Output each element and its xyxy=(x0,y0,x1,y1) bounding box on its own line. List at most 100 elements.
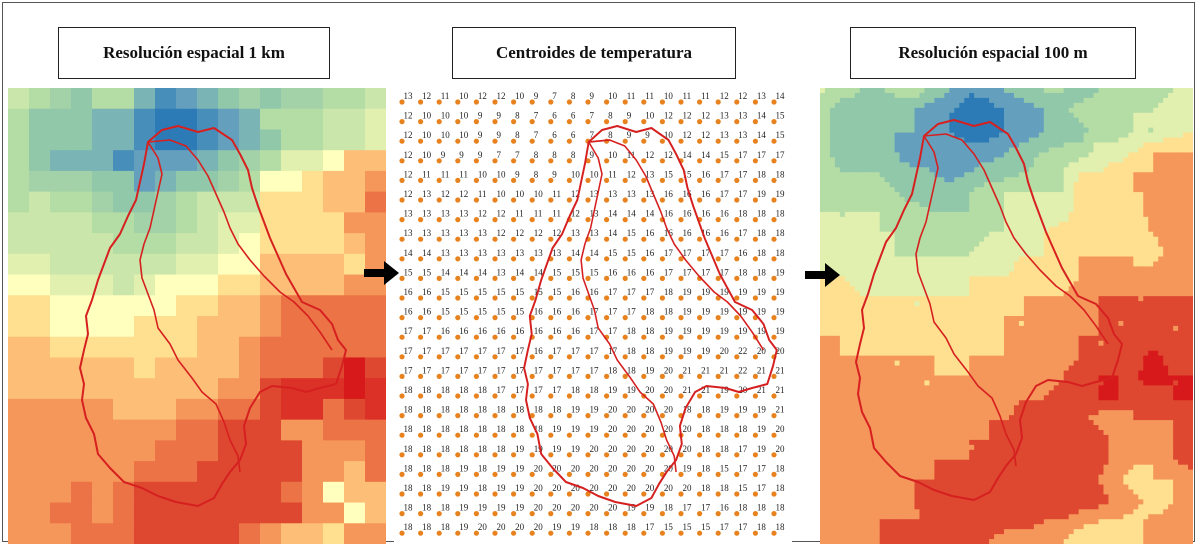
raster-band-cell xyxy=(949,157,955,163)
centroid-point xyxy=(455,511,461,517)
raster-band-cell xyxy=(929,197,935,203)
raster-band-cell xyxy=(1043,281,1050,287)
centroid-temperature-label: 11 xyxy=(534,209,543,219)
raster-band-cell xyxy=(1103,221,1110,228)
raster-cell xyxy=(71,357,93,379)
raster-band-cell xyxy=(934,92,940,99)
raster-band-cell xyxy=(829,206,836,213)
centroid-temperature-label: 18 xyxy=(404,463,414,473)
raster-band-cell xyxy=(969,291,975,297)
centroid-point xyxy=(492,158,498,164)
centroid-point xyxy=(659,530,665,536)
raster-band-cell xyxy=(1018,147,1025,154)
raster-band-cell xyxy=(1133,137,1139,144)
raster-band-cell xyxy=(1043,137,1050,144)
raster-cell xyxy=(8,191,30,213)
raster-band-cell xyxy=(994,286,1000,292)
raster-cell xyxy=(344,419,366,441)
raster-band-cell xyxy=(1188,256,1193,263)
raster-band-cell xyxy=(934,231,940,238)
raster-band-cell xyxy=(894,296,901,302)
raster-band-cell xyxy=(859,246,866,253)
raster-band-cell xyxy=(1133,142,1139,149)
raster-band-cell xyxy=(914,197,921,203)
raster-band-cell xyxy=(879,241,886,248)
centroid-point xyxy=(659,354,665,360)
raster-band-cell xyxy=(1178,281,1184,287)
raster-cell xyxy=(218,440,240,462)
raster-band-cell xyxy=(1093,281,1100,287)
centroid-temperature-label: 12 xyxy=(404,189,413,199)
raster-band-cell xyxy=(914,142,921,149)
raster-band-cell xyxy=(964,112,970,119)
centroid-point xyxy=(492,119,498,125)
centroid-point xyxy=(511,256,517,262)
raster-band-cell xyxy=(824,107,831,114)
raster-band-cell xyxy=(979,296,985,302)
raster-band-cell xyxy=(954,266,960,272)
raster-band-cell xyxy=(1073,147,1080,154)
raster-band-cell xyxy=(1078,117,1085,124)
raster-band-cell xyxy=(869,142,876,149)
raster-band-cell xyxy=(999,157,1005,163)
raster-band-cell xyxy=(994,276,1000,282)
raster-band-cell xyxy=(1063,231,1070,238)
raster-band-cell xyxy=(989,266,995,272)
raster-band-cell xyxy=(1178,266,1184,272)
centroid-point xyxy=(418,119,424,125)
raster-band-cell xyxy=(1004,320,1010,327)
raster-cell xyxy=(29,212,51,234)
raster-band-cell xyxy=(1033,167,1040,173)
watershed-subbasin-boundary xyxy=(139,139,333,473)
raster-cell xyxy=(29,88,51,110)
raster-band-cell xyxy=(1138,261,1144,268)
raster-band-cell xyxy=(964,182,970,188)
raster-band-cell xyxy=(889,202,896,208)
raster-band-cell xyxy=(824,112,831,119)
raster-band-cell xyxy=(1148,182,1154,188)
centroid-point xyxy=(734,530,740,536)
raster-band-cell xyxy=(1033,137,1040,144)
raster-cell xyxy=(29,461,51,483)
raster-band-cell xyxy=(914,177,921,183)
raster-band-cell xyxy=(829,231,836,238)
title-100m-text: Resolución espacial 100 m xyxy=(898,43,1088,62)
raster-band-cell xyxy=(1048,157,1055,163)
raster-cell xyxy=(176,191,198,213)
raster-cell xyxy=(92,523,114,544)
centroid-point xyxy=(659,452,665,458)
centroid-temperature-label: 12 xyxy=(571,189,580,199)
raster-band-cell xyxy=(1188,132,1193,139)
raster-band-cell xyxy=(889,316,896,322)
raster-band-cell xyxy=(959,261,965,268)
raster-band-cell xyxy=(859,97,866,104)
raster-band-cell xyxy=(820,112,826,119)
centroid-temperature-label: 13 xyxy=(422,209,432,219)
raster-band-cell xyxy=(944,266,950,272)
raster-band-cell xyxy=(844,88,851,94)
centroid-point xyxy=(548,471,554,477)
raster-band-cell xyxy=(914,102,921,109)
raster-band-cell xyxy=(824,325,831,332)
raster-band-cell xyxy=(820,281,826,287)
raster-cell xyxy=(50,419,72,441)
centroid-point xyxy=(604,530,610,536)
raster-band-cell xyxy=(859,281,866,287)
raster-band-cell xyxy=(914,97,921,104)
raster-band-cell xyxy=(984,137,990,144)
raster-band-cell xyxy=(859,251,866,258)
raster-band-cell xyxy=(1143,306,1149,312)
centroid-point xyxy=(752,138,758,144)
raster-band-cell xyxy=(959,206,965,213)
raster-band-cell xyxy=(1178,142,1184,149)
raster-band-cell xyxy=(1088,261,1095,268)
raster-band-cell xyxy=(1093,162,1100,168)
raster-band-cell xyxy=(1043,197,1050,203)
raster-band-cell xyxy=(914,206,921,213)
centroid-temperature-label: 18 xyxy=(534,424,544,434)
centroid-temperature-label: 19 xyxy=(497,463,507,473)
raster-band-cell xyxy=(1103,187,1110,193)
raster-band-cell xyxy=(829,177,836,183)
raster-band-cell xyxy=(944,216,950,223)
raster-band-cell xyxy=(874,177,881,183)
